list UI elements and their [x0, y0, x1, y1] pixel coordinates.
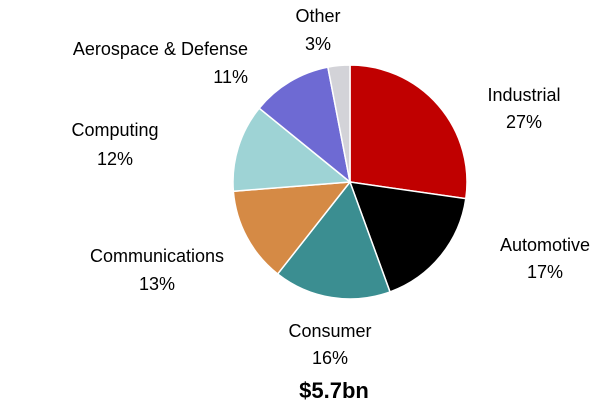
total-label: $5.7bn [299, 378, 369, 403]
slice-value-label: 12% [97, 149, 133, 169]
pie-slice [349, 64, 468, 200]
slice-value-label: 27% [506, 112, 542, 132]
slice-value-label: 17% [527, 262, 563, 282]
pie-slice [232, 107, 352, 193]
slice-value-label: 3% [305, 34, 331, 54]
pie-slice [348, 181, 467, 293]
slice-label: Automotive [500, 235, 590, 255]
slice-label: Aerospace & Defense [73, 39, 248, 59]
pie-slice [258, 66, 352, 184]
slice-value-label: 16% [312, 348, 348, 368]
slice-label: Other [295, 6, 340, 26]
slice-label: Industrial [487, 85, 560, 105]
slice-label: Consumer [288, 321, 371, 341]
slice-value-label: 11% [213, 67, 248, 87]
pie-slice [232, 181, 352, 276]
slice-value-label: 13% [139, 274, 175, 294]
slice-label: Communications [90, 246, 224, 266]
pie-slice [276, 180, 391, 300]
slice-label: Computing [71, 120, 158, 140]
pie-slice [326, 64, 351, 183]
